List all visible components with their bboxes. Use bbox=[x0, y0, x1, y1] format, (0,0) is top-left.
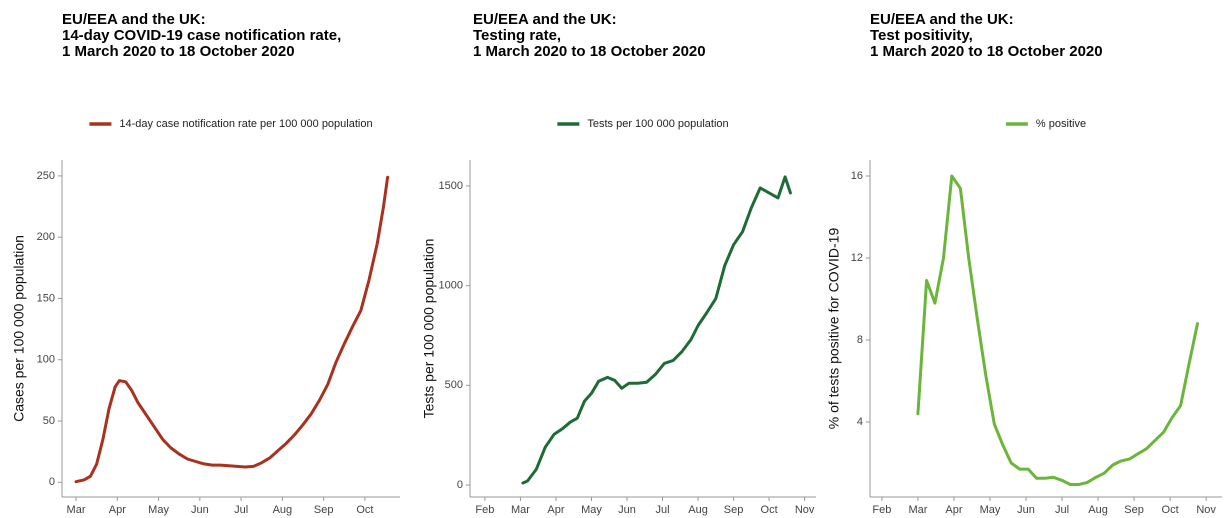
x-tick-label: May bbox=[581, 504, 602, 516]
y-tick-label: 0 bbox=[49, 476, 55, 488]
data-line bbox=[74, 175, 390, 484]
x-tick-label: Feb bbox=[872, 504, 891, 516]
data-line bbox=[521, 175, 792, 485]
y-tick-label: 0 bbox=[457, 479, 463, 491]
chart-title: Testing rate, bbox=[473, 27, 561, 44]
legend-label: 14-day case notification rate per 100 00… bbox=[119, 118, 372, 130]
x-tick-label: May bbox=[148, 504, 169, 516]
x-tick-label: Sep bbox=[1124, 504, 1144, 516]
chart-panel: EU/EEA and the UK:Test positivity,1 Marc… bbox=[826, 11, 1222, 516]
chart-title: 1 March 2020 to 18 October 2020 bbox=[473, 43, 706, 60]
y-tick-label: 150 bbox=[37, 292, 55, 304]
x-tick-label: Sep bbox=[314, 504, 334, 516]
x-tick-label: Apr bbox=[945, 504, 962, 516]
y-tick-label: 1000 bbox=[439, 280, 463, 292]
data-line bbox=[916, 174, 1199, 486]
x-tick-label: Mar bbox=[908, 504, 927, 516]
chart-title: Test positivity, bbox=[870, 27, 973, 44]
x-tick-label: Jun bbox=[618, 504, 636, 516]
chart-title: EU/EEA and the UK: bbox=[473, 11, 617, 28]
y-tick-label: 16 bbox=[851, 170, 863, 182]
legend-label: Tests per 100 000 population bbox=[587, 118, 728, 130]
chart-title: 14-day COVID-19 case notification rate, bbox=[62, 27, 341, 44]
x-tick-label: Apr bbox=[547, 504, 564, 516]
x-tick-label: Aug bbox=[273, 504, 293, 516]
y-tick-label: 1500 bbox=[439, 180, 463, 192]
x-tick-label: May bbox=[980, 504, 1001, 516]
legend-item: % positive bbox=[1005, 118, 1086, 130]
y-tick-label: 500 bbox=[445, 379, 463, 391]
x-tick-label: Jul bbox=[656, 504, 670, 516]
chart-panel: EU/EEA and the UK:Testing rate,1 March 2… bbox=[421, 11, 816, 516]
x-tick-label: Jul bbox=[1055, 504, 1069, 516]
y-tick-label: 12 bbox=[851, 252, 863, 264]
y-tick-label: 200 bbox=[37, 231, 55, 243]
x-tick-label: Jun bbox=[1017, 504, 1035, 516]
chart-panel: EU/EEA and the UK:14-day COVID-19 case n… bbox=[11, 11, 400, 516]
y-tick-label: 50 bbox=[43, 415, 55, 427]
x-tick-label: Nov bbox=[1196, 504, 1216, 516]
x-tick-label: Aug bbox=[1088, 504, 1108, 516]
x-tick-label: Apr bbox=[109, 504, 126, 516]
x-tick-label: Oct bbox=[356, 504, 373, 516]
legend-item: 14-day case notification rate per 100 00… bbox=[89, 118, 373, 130]
y-tick-label: 100 bbox=[37, 354, 55, 366]
x-tick-label: Jul bbox=[234, 504, 248, 516]
legend-label: % positive bbox=[1036, 118, 1086, 130]
legend-item: Tests per 100 000 population bbox=[557, 118, 729, 130]
x-tick-label: Jun bbox=[191, 504, 209, 516]
y-tick-label: 250 bbox=[37, 170, 55, 182]
x-tick-label: Feb bbox=[475, 504, 494, 516]
x-tick-label: Oct bbox=[761, 504, 778, 516]
x-tick-label: Aug bbox=[688, 504, 708, 516]
chart-title: 1 March 2020 to 18 October 2020 bbox=[62, 43, 295, 60]
x-tick-label: Mar bbox=[67, 504, 86, 516]
y-tick-label: 4 bbox=[857, 416, 863, 428]
y-axis-label: Tests per 100 000 population bbox=[421, 239, 437, 419]
x-tick-label: Mar bbox=[511, 504, 530, 516]
y-axis-label: Cases per 100 000 population bbox=[11, 235, 27, 422]
x-tick-label: Oct bbox=[1162, 504, 1179, 516]
y-axis-label: % of tests positive for COVID-19 bbox=[826, 228, 842, 430]
x-tick-label: Sep bbox=[724, 504, 744, 516]
y-tick-label: 8 bbox=[857, 334, 863, 346]
x-tick-label: Nov bbox=[795, 504, 815, 516]
chart-title: EU/EEA and the UK: bbox=[870, 11, 1014, 28]
chart-title: EU/EEA and the UK: bbox=[62, 11, 206, 28]
chart-title: 1 March 2020 to 18 October 2020 bbox=[870, 43, 1103, 60]
